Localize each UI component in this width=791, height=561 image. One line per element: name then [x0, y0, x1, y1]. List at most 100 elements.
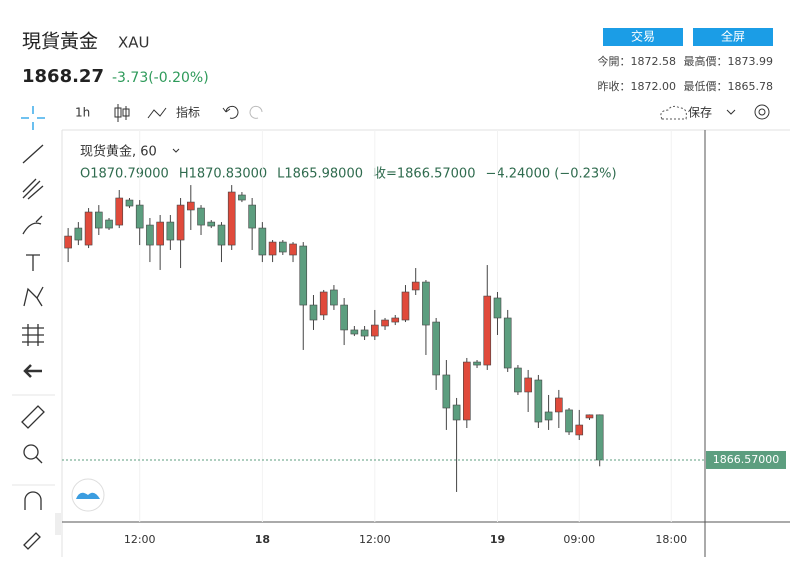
candle-body	[156, 221, 164, 246]
candle-body	[534, 379, 543, 423]
logo	[76, 492, 100, 499]
left-toolbar	[21, 106, 45, 550]
ohlc-legend: H1870.83000	[179, 167, 267, 182]
crosshair-tool[interactable]	[21, 106, 45, 130]
collapse-handle[interactable]	[55, 513, 61, 535]
candle-body	[411, 281, 420, 291]
x-tick-label: 19	[490, 533, 505, 546]
trade-button[interactable]	[603, 28, 683, 46]
x-tick-label: 12:00	[359, 533, 391, 546]
candle-body	[442, 374, 451, 409]
zoom-tool[interactable]	[23, 444, 39, 460]
x-tick-label: 12:00	[124, 533, 156, 546]
candle-body	[74, 227, 83, 241]
interval[interactable]: 1h	[75, 106, 90, 120]
text-tool[interactable]	[26, 254, 40, 271]
candle-body	[146, 224, 154, 246]
candle-body	[279, 241, 287, 253]
candle-body	[340, 304, 348, 331]
magnet-tool[interactable]	[24, 491, 42, 510]
candle-body	[105, 219, 113, 229]
candle-body	[391, 317, 400, 323]
candle-body	[360, 329, 369, 337]
settings-icon[interactable]	[754, 104, 770, 120]
candle-body	[330, 289, 338, 306]
candle-body	[238, 194, 246, 201]
candle-body	[319, 291, 328, 316]
candle-body	[248, 204, 256, 229]
dropdown-icon[interactable]	[726, 109, 736, 115]
candle-body	[422, 281, 430, 326]
back-tool[interactable]	[23, 364, 42, 378]
candle-body	[64, 235, 72, 249]
candle-body	[299, 245, 308, 306]
ohlc-legend: 收=1866.57000	[373, 167, 475, 182]
last-price-box	[706, 450, 786, 469]
chart-title: 现货黄金, 60	[80, 144, 157, 160]
redo-icon[interactable]	[249, 105, 263, 119]
candle-body	[432, 321, 440, 376]
candle-body	[258, 227, 267, 256]
candle-body	[135, 204, 144, 229]
undo-icon[interactable]	[222, 105, 239, 119]
pattern-tool[interactable]	[23, 286, 44, 307]
candle-body	[371, 324, 379, 337]
change: -3.73(-0.20%)	[112, 70, 209, 86]
cloud-icon[interactable]	[660, 105, 687, 120]
candle-body	[595, 414, 604, 461]
candle-icon[interactable]	[114, 104, 130, 122]
stat: 今開：1872.58	[598, 54, 677, 68]
candle-body	[197, 207, 205, 226]
fib-tool[interactable]	[22, 178, 44, 200]
stat: 最高價：1873.99	[684, 54, 774, 68]
chart-title-dropdown[interactable]	[172, 148, 180, 153]
candle-body	[381, 319, 389, 327]
candle-body	[452, 404, 461, 421]
fullscreen-button[interactable]	[693, 28, 773, 46]
candle-body	[401, 291, 410, 321]
candle-body	[309, 304, 318, 321]
ohlc-legend: −4.24000 (−0.23%)	[485, 167, 616, 182]
candle-body	[227, 191, 236, 246]
fullscreen-button-label[interactable]: 全屏	[721, 29, 745, 44]
ohlc-legend: L1865.98000	[277, 167, 363, 182]
candle-body	[503, 317, 512, 369]
candle-body	[544, 411, 553, 421]
price: 1868.27	[22, 66, 104, 87]
stat: 昨收：1872.00	[598, 79, 677, 93]
candle-body	[493, 297, 502, 319]
lock-tool[interactable]	[23, 532, 41, 550]
ruler-tool[interactable]	[21, 405, 45, 429]
brush-tool[interactable]	[22, 215, 43, 235]
candle-body	[473, 361, 481, 366]
indicators[interactable]: 指标	[176, 105, 200, 120]
x-tick-label: 09:00	[563, 533, 595, 546]
candle-body	[125, 199, 134, 207]
candle-body	[95, 211, 103, 229]
candle-body	[187, 201, 195, 211]
symbol: XAU	[118, 34, 150, 52]
candle-body	[555, 397, 563, 413]
candle-body	[483, 295, 492, 366]
candle-body	[575, 424, 584, 436]
candle-body	[350, 329, 359, 335]
candle-body	[166, 221, 175, 241]
candle-body	[585, 414, 594, 419]
line-tool[interactable]	[22, 144, 44, 164]
last-price-label: 1866.57000	[713, 453, 779, 466]
save[interactable]: 保存	[688, 106, 712, 120]
trade-button-label[interactable]: 交易	[631, 29, 655, 44]
indicator-icon[interactable]	[147, 107, 167, 119]
ohlc-legend: O1870.79000	[80, 167, 169, 182]
candle-body	[115, 197, 124, 226]
measure-tool[interactable]	[22, 324, 44, 346]
candle-body	[524, 377, 532, 393]
x-tick-label: 18	[255, 533, 270, 546]
candle-body	[84, 211, 93, 246]
title: 現貨黃金	[22, 31, 98, 53]
candle-body	[176, 204, 185, 241]
candle-body	[217, 224, 226, 246]
